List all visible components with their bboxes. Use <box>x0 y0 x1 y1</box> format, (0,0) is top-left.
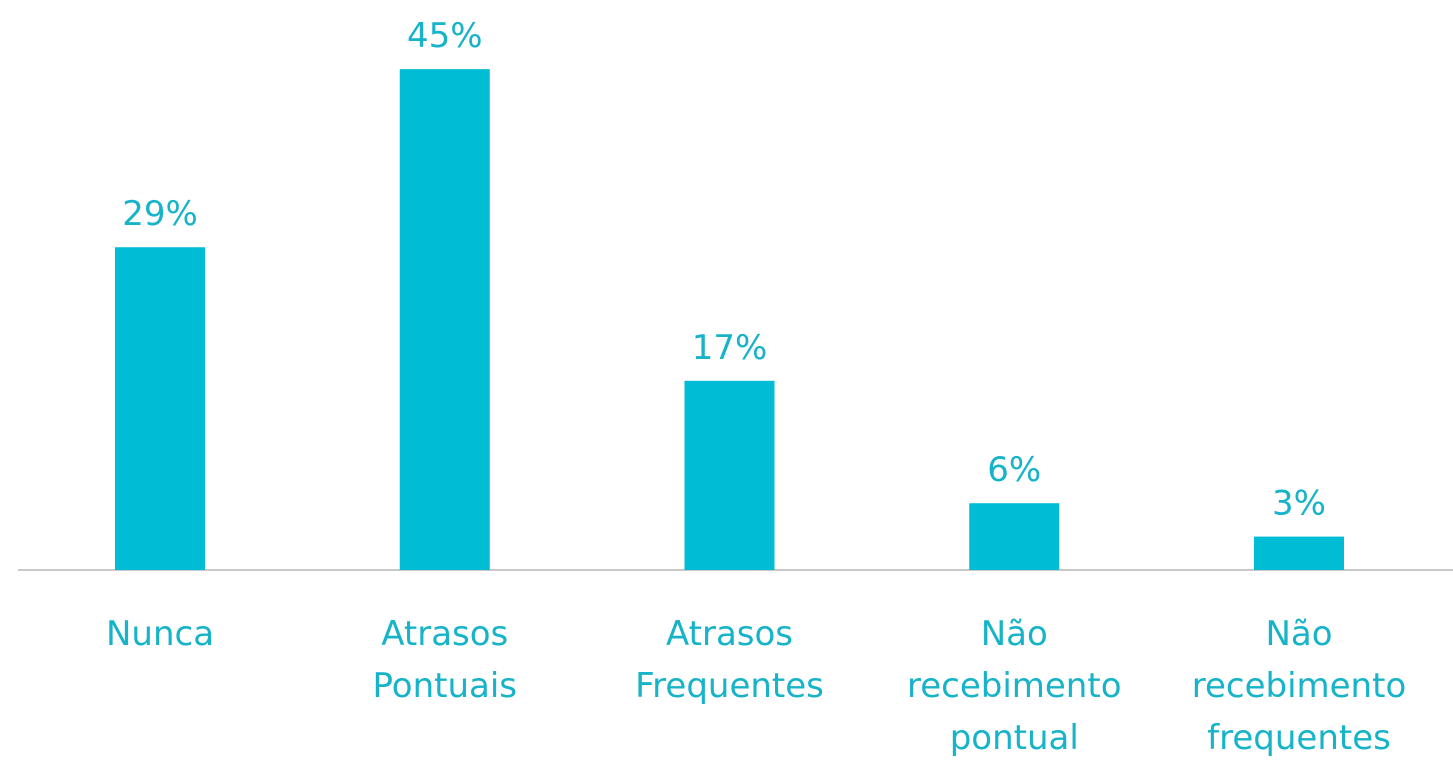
data-label: 45% <box>407 16 483 56</box>
data-label: 17% <box>692 328 768 368</box>
bar <box>115 247 205 571</box>
data-label: 29% <box>122 194 198 234</box>
bar <box>969 503 1060 570</box>
x-tick-label: Atrasos Frequentes <box>635 614 824 706</box>
data-label: 3% <box>1272 484 1326 524</box>
x-tick-label: Atrasos Pontuais <box>372 614 518 706</box>
x-tick-label: Nunca <box>105 614 215 654</box>
data-label: 6% <box>987 450 1041 490</box>
x-tick-label: Não recebimento frequentes <box>1191 614 1407 758</box>
x-tick-label: Não recebimento pontual <box>906 614 1122 758</box>
bar <box>1254 536 1344 570</box>
bar <box>684 380 775 570</box>
bar <box>399 69 490 571</box>
